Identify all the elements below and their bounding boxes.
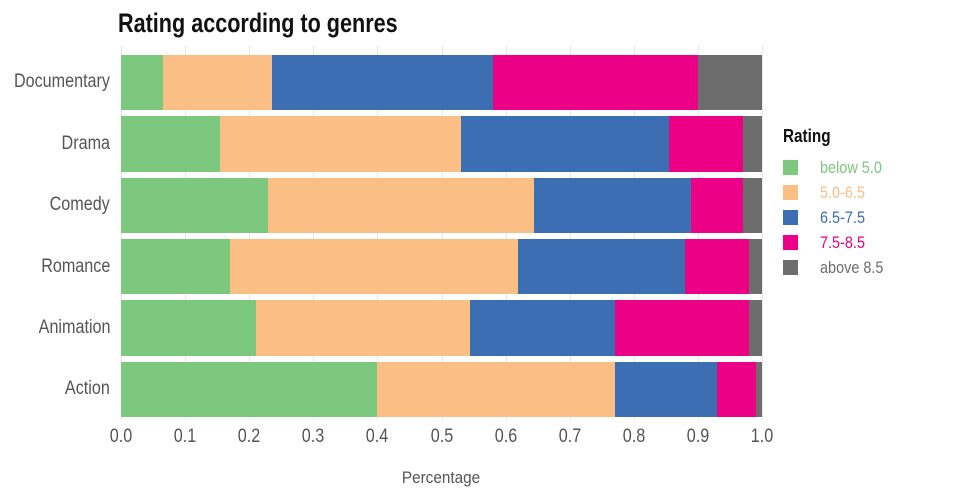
legend-item-7.5-8.5: 7.5-8.5 [783, 230, 895, 255]
legend-item-label: 7.5-8.5 [820, 232, 865, 252]
gridline-x-0.5 [441, 46, 443, 420]
legend-swatch-icon [783, 260, 798, 275]
x-tick-label-0.3: 0.3 [302, 426, 325, 447]
bar-row-drama [121, 116, 762, 172]
x-tick-label-0.5: 0.5 [430, 426, 453, 447]
bar-segment-animation-above-8.5 [749, 300, 762, 356]
x-tick-label-0.2: 0.2 [237, 426, 261, 447]
gridline-x-1.0 [762, 46, 763, 420]
legend-title: Rating [783, 126, 831, 146]
bar-segment-animation-6.5-7.5 [470, 300, 615, 356]
bar-segment-animation-5.0-6.5 [255, 300, 471, 356]
bar-row-action [121, 361, 762, 418]
legend-swatch-icon [783, 185, 798, 200]
legend: Rating below 5.0 5.0-6.5 6.5-7.5 7.5-8.5 abo… [783, 126, 895, 280]
x-tick-label-0.6: 0.6 [494, 426, 517, 447]
y-axis-label-text: Comedy [49, 194, 110, 216]
bar-row-animation [121, 300, 762, 356]
legend-item-5.0-6.5: 5.0-6.5 [783, 180, 895, 205]
y-axis-label-text: Drama [61, 132, 110, 154]
bar-segment-action-below-5.0 [121, 361, 378, 418]
legend-item-label: above 8.5 [820, 257, 884, 277]
y-axis-label-romance: Romance [0, 239, 110, 295]
x-tick-label-0.1: 0.1 [173, 426, 197, 447]
bar-segment-comedy-above-8.5 [742, 177, 762, 233]
bar-segment-drama-below-5.0 [121, 116, 221, 172]
chart-title: Rating according to genres [118, 8, 398, 38]
legend-swatch-icon [783, 235, 798, 250]
bar-segment-drama-6.5-7.5 [460, 116, 670, 172]
gridline-x-0.1 [185, 46, 187, 420]
y-axis-label-text: Romance [40, 255, 110, 277]
legend-item-label: 6.5-7.5 [820, 207, 865, 227]
y-axis-label-text: Action [65, 378, 110, 400]
x-tick-label-0.0: 0.0 [109, 426, 133, 447]
bar-row-documentary [121, 54, 762, 111]
gridline-x-0.4 [377, 46, 379, 420]
bar-row-romance [121, 238, 762, 295]
gridline-x-0.8 [633, 46, 635, 420]
legend-items: below 5.0 5.0-6.5 6.5-7.5 7.5-8.5 above 8.5 [783, 155, 895, 280]
legend-swatch-icon [783, 210, 798, 225]
bar-segment-comedy-5.0-6.5 [268, 177, 535, 233]
bar-segment-romance-above-8.5 [749, 238, 762, 295]
x-tick-label-0.8: 0.8 [622, 426, 646, 447]
x-tick-label-0.7: 0.7 [558, 426, 581, 447]
legend-item-6.5-7.5: 6.5-7.5 [783, 205, 895, 230]
bar-segment-action-6.5-7.5 [614, 361, 718, 418]
legend-item-above-8.5: above 8.5 [783, 255, 895, 280]
bar-segment-drama-above-8.5 [742, 116, 762, 172]
bar-segment-documentary-5.0-6.5 [162, 54, 272, 111]
gridline-x-0.9 [697, 46, 699, 420]
bar-segment-action-5.0-6.5 [377, 361, 615, 418]
y-axis-label-drama: Drama [0, 116, 110, 172]
bar-segment-animation-7.5-8.5 [614, 300, 750, 356]
x-tick-label-1.0: 1.0 [750, 426, 774, 447]
gridline-x-0.2 [249, 46, 251, 420]
bar-segment-drama-5.0-6.5 [220, 116, 461, 172]
x-tick-label-0.9: 0.9 [686, 426, 710, 447]
bar-segment-animation-below-5.0 [121, 300, 256, 356]
gridline-x-0.6 [505, 46, 507, 420]
y-axis-label-documentary: Documentary [0, 55, 110, 111]
gridline-x-0.7 [569, 46, 571, 420]
y-axis-label-text: Documentary [13, 71, 110, 93]
bar-segment-comedy-7.5-8.5 [691, 177, 743, 233]
legend-item-label: 5.0-6.5 [820, 182, 865, 202]
bar-segment-documentary-7.5-8.5 [492, 54, 698, 111]
bar-segment-comedy-6.5-7.5 [534, 177, 692, 233]
bar-segment-drama-7.5-8.5 [669, 116, 743, 172]
y-axis-label-animation: Animation [0, 300, 110, 356]
bar-segment-comedy-below-5.0 [121, 177, 269, 233]
bar-segment-documentary-6.5-7.5 [271, 54, 493, 111]
bar-segment-documentary-above-8.5 [697, 54, 762, 111]
legend-item-label: below 5.0 [820, 157, 882, 177]
y-axis-label-comedy: Comedy [0, 178, 110, 234]
gridline-x-0.0 [121, 46, 122, 420]
y-axis-label-action: Action [0, 362, 110, 418]
bar-row-comedy [121, 177, 762, 233]
y-axis-label-text: Animation [38, 317, 110, 339]
gridline-x-0.3 [313, 46, 315, 420]
legend-swatch-icon [783, 160, 798, 175]
legend-item-below-5.0: below 5.0 [783, 155, 895, 180]
bar-segment-documentary-below-5.0 [121, 54, 163, 111]
bar-segment-romance-6.5-7.5 [518, 238, 686, 295]
x-axis-title: Percentage [401, 468, 481, 487]
bar-segment-romance-below-5.0 [121, 238, 230, 295]
bar-segment-romance-7.5-8.5 [685, 238, 750, 295]
bar-segment-action-7.5-8.5 [717, 361, 756, 418]
bar-segment-action-above-8.5 [755, 361, 762, 418]
bar-segment-romance-5.0-6.5 [229, 238, 519, 295]
x-tick-label-0.4: 0.4 [366, 426, 389, 447]
